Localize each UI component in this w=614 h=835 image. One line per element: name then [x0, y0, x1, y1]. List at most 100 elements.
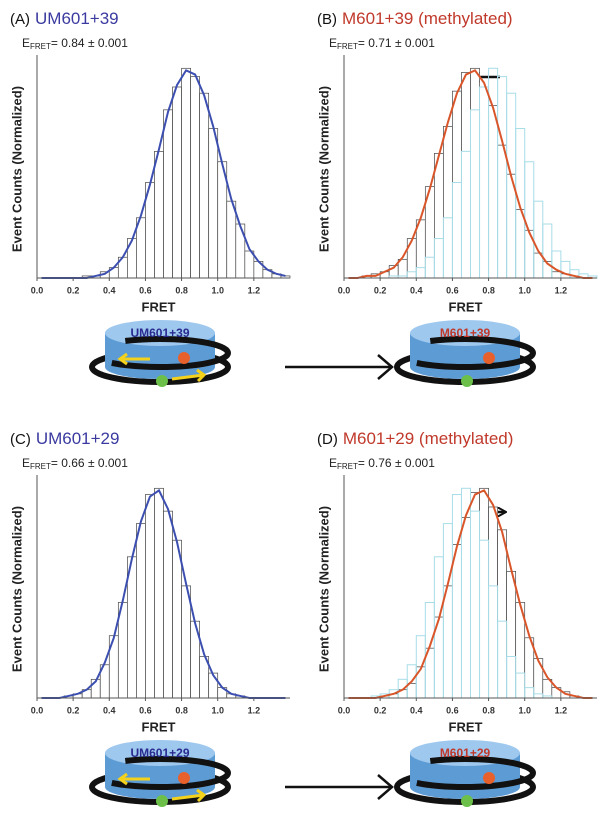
x-axis-label: FRET: [449, 299, 483, 314]
efret-text: = 0.84 ± 0.001: [51, 36, 128, 50]
x-tick-label: 0.4: [410, 705, 423, 715]
x-axis-label: FRET: [449, 719, 483, 734]
x-tick-label: 1.0: [518, 285, 531, 295]
x-tick-label: 0.6: [446, 285, 459, 295]
donor-dye: [461, 375, 473, 387]
title: UM601+29: [36, 429, 120, 448]
bar: [443, 585, 453, 699]
efret-text: = 0.71 ± 0.001: [358, 36, 435, 50]
bar: [506, 571, 517, 699]
efret-symbol: E: [22, 36, 30, 50]
fit-curve: [348, 69, 593, 279]
bar: [415, 219, 426, 279]
x-tick-label: 0.4: [103, 285, 116, 295]
x-tick-label: 1.2: [555, 705, 568, 715]
bar: [181, 585, 191, 699]
efret: EFRET= 0.71 ± 0.001: [329, 36, 435, 51]
x-tick-label: 1.2: [555, 285, 568, 295]
efret: EFRET= 0.76 ± 0.001: [329, 456, 435, 471]
x-tick-label: 0.6: [446, 705, 459, 715]
bar: [145, 494, 155, 699]
acceptor-dye: [178, 772, 190, 784]
x-tick-label: 0.0: [31, 705, 44, 715]
transition-arrow-head: [377, 774, 394, 800]
x-tick-label: 0.4: [410, 285, 423, 295]
x-tick-label: 1.2: [248, 705, 261, 715]
bar: [154, 151, 164, 279]
diagram-label: M601+29: [440, 746, 491, 760]
transition-arrow-head: [377, 354, 394, 380]
fit-curve: [41, 488, 286, 699]
panel-title: (D) M601+29 (methylated): [317, 429, 513, 448]
x-axis-label: FRET: [142, 719, 176, 734]
title: M601+29 (methylated): [343, 429, 514, 448]
panel-title: (A) UM601+39: [10, 9, 119, 28]
x-tick-label: 1.0: [211, 285, 224, 295]
title: UM601+39: [35, 9, 119, 28]
x-tick-label: 0.6: [139, 705, 152, 715]
x-axis-label: FRET: [142, 299, 176, 314]
bar: [551, 271, 562, 279]
fit-curve: [348, 489, 593, 699]
efret: EFRET= 0.66 ± 0.001: [22, 456, 128, 471]
bar: [181, 67, 191, 279]
x-tick-label: 0.6: [139, 285, 152, 295]
acceptor-dye: [178, 352, 190, 364]
y-axis-label: Event Counts (Normalized): [316, 86, 331, 252]
panel-label: (A): [10, 11, 30, 28]
bar: [515, 209, 526, 279]
x-tick-label: 1.0: [518, 705, 531, 715]
bar: [479, 86, 489, 279]
y-axis-label: Event Counts (Normalized): [9, 86, 24, 252]
efret-text: = 0.76 ± 0.001: [358, 456, 435, 470]
bar: [172, 539, 182, 699]
ring: [89, 756, 231, 790]
efret-sub: FRET: [337, 42, 358, 51]
ring: [394, 336, 536, 370]
efret-symbol: E: [22, 456, 30, 470]
x-tick-label: 1.0: [211, 705, 224, 715]
x-tick-label: 0.4: [103, 705, 116, 715]
x-tick-label: 0.0: [338, 285, 351, 295]
bar: [136, 523, 146, 699]
bar: [488, 105, 498, 279]
bar: [434, 153, 444, 279]
bar: [163, 510, 173, 699]
bar: [452, 544, 462, 699]
bar: [163, 109, 173, 279]
bar: [488, 506, 498, 699]
efret-sub: FRET: [337, 462, 358, 471]
ring: [89, 336, 231, 370]
bar: [452, 90, 462, 279]
panel-title: (B) M601+39 (methylated): [317, 9, 513, 28]
efret-symbol: E: [329, 456, 337, 470]
diagram-label: M601+39: [440, 326, 491, 340]
x-tick-label: 0.8: [482, 285, 495, 295]
y-axis-label: Event Counts (Normalized): [316, 506, 331, 672]
ring: [394, 756, 536, 790]
bar: [443, 126, 453, 279]
donor-dye: [461, 795, 473, 807]
acceptor-dye: [483, 352, 495, 364]
bar: [461, 72, 471, 279]
x-tick-label: 0.8: [175, 705, 188, 715]
bar: [244, 250, 255, 279]
title: M601+39 (methylated): [342, 9, 513, 28]
yellow-arrow: [171, 368, 207, 383]
bar: [470, 67, 480, 279]
x-tick-label: 0.2: [67, 285, 80, 295]
yellow-arrow: [117, 352, 150, 366]
donor-dye: [156, 795, 168, 807]
donor-dye: [156, 375, 168, 387]
panel-label: (C): [10, 431, 31, 448]
bar: [172, 86, 182, 279]
x-tick-label: 0.2: [374, 705, 387, 715]
efret-sub: FRET: [30, 42, 51, 51]
x-tick-label: 0.2: [374, 285, 387, 295]
yellow-arrow: [171, 788, 207, 803]
bar: [479, 487, 489, 699]
diagram-label: UM601+29: [130, 746, 189, 760]
bar: [190, 76, 200, 279]
x-tick-label: 0.2: [67, 705, 80, 715]
